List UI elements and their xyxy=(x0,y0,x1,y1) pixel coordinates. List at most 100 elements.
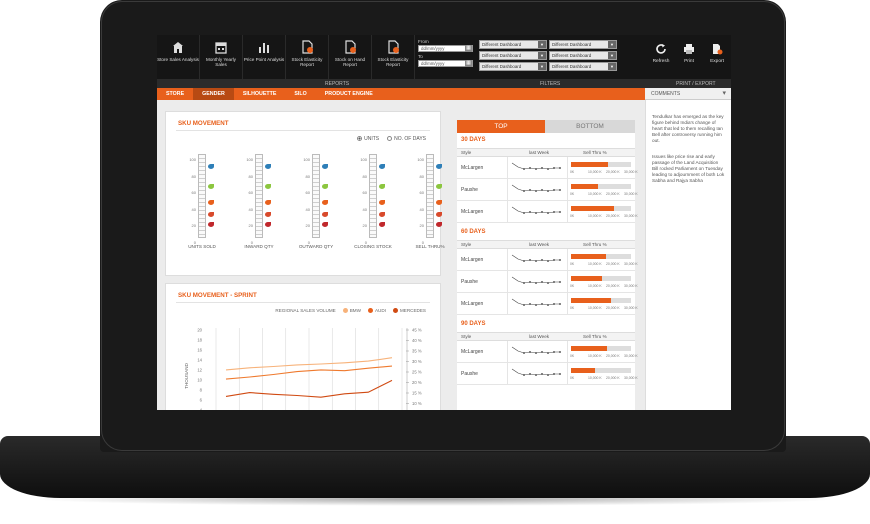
gauge-marker-icon[interactable] xyxy=(379,200,385,205)
gauge-marker-icon[interactable] xyxy=(379,184,385,189)
store-icon xyxy=(173,42,183,53)
table-row[interactable] xyxy=(457,201,635,223)
gauge-marker-icon[interactable] xyxy=(208,222,214,227)
table-row[interactable] xyxy=(457,341,635,363)
gauge-marker-icon[interactable] xyxy=(436,164,442,169)
sell-thru-tick: 10,000 K xyxy=(588,214,602,218)
stock-elasticity-report-button[interactable]: Stock Elasticity Report xyxy=(286,35,329,79)
gauge-marker-icon[interactable] xyxy=(208,212,214,217)
gauge-marker-icon[interactable] xyxy=(265,184,271,189)
gauge-marker-icon[interactable] xyxy=(436,212,442,217)
gauge-marker-icon[interactable] xyxy=(265,212,271,217)
gauge-marker-icon[interactable] xyxy=(208,164,214,169)
legend-item-audi: AUDI xyxy=(367,308,386,314)
sell-thru-tick: 20,000 K xyxy=(606,376,620,380)
gauge-marker-icon[interactable] xyxy=(436,222,442,227)
sell-thru-bar xyxy=(571,254,606,259)
y2-tick-label: 45 % xyxy=(412,328,422,333)
style-name: McLargen xyxy=(461,349,484,355)
y-tick-label: 10 xyxy=(197,378,202,383)
filter-column-2: Different Dashboard ▼ Different Dashboard… xyxy=(547,35,617,79)
tab-store[interactable]: STORE xyxy=(166,91,185,97)
sell-thru-tick: 30,000 K xyxy=(624,354,638,358)
legend-title: REGIONAL SALES VOLUME xyxy=(275,308,336,314)
table-row[interactable] xyxy=(457,179,635,201)
filter-dropdown[interactable]: Different Dashboard ▼ xyxy=(549,40,617,49)
to-label: To xyxy=(418,54,423,59)
sparkline-point xyxy=(559,373,561,375)
units-radio[interactable]: UNITS xyxy=(357,136,379,142)
monthly-yearly-sales-button[interactable]: Monthly Yearly Sales xyxy=(200,35,243,79)
reports-section-label: REPORTS xyxy=(325,81,350,87)
store-sales-analysis-button[interactable]: Store Sales Analysis xyxy=(157,35,200,79)
sparkline xyxy=(511,276,561,284)
print-button[interactable]: Print xyxy=(675,35,703,79)
gauge-marker-icon[interactable] xyxy=(379,164,385,169)
gauge-marker-icon[interactable] xyxy=(322,184,328,189)
sparkline-point xyxy=(547,168,549,170)
days-radio[interactable]: NO. OF DAYS xyxy=(387,136,426,142)
comments-header[interactable]: COMMENTS ▾ xyxy=(645,88,731,100)
table-row[interactable] xyxy=(457,157,635,179)
filter-dropdown[interactable]: Different Dashboard ▼ xyxy=(549,51,617,60)
table-row[interactable] xyxy=(457,363,635,385)
gauge-marker-icon[interactable] xyxy=(265,200,271,205)
group-title: 60 DAYS xyxy=(461,229,486,235)
sell-thru-tick: 10,000 K xyxy=(588,354,602,358)
sell-thru-bar xyxy=(571,184,598,189)
unit-toggle: UNITS NO. OF DAYS xyxy=(357,136,426,142)
gauge-marker-icon[interactable] xyxy=(208,200,214,205)
style-name: McLargen xyxy=(461,209,484,215)
filter-dropdown[interactable]: Different Dashboard ▼ xyxy=(549,62,617,71)
calendar-icon[interactable]: ▦ xyxy=(465,60,472,67)
refresh-button[interactable]: Refresh xyxy=(647,35,675,79)
sell-thru-tick: 10,000 K xyxy=(588,262,602,266)
comments-title: COMMENTS xyxy=(651,91,681,97)
tab-bottom[interactable]: BOTTOM xyxy=(545,120,635,133)
y-axis-label: THOUSAND xyxy=(184,362,189,388)
tab-top[interactable]: TOP xyxy=(457,120,545,133)
to-date-input[interactable]: dd/mm/yyyy ▦ xyxy=(418,60,473,67)
stock-elasticity-report-button-2[interactable]: Stock Elasticity Report xyxy=(372,35,415,79)
table-row[interactable] xyxy=(457,271,635,293)
tab-product-engine[interactable]: PRODUCT ENGINE xyxy=(324,91,373,97)
table-row[interactable] xyxy=(457,293,635,315)
export-button[interactable]: Export xyxy=(703,35,731,79)
from-date-input[interactable]: dd/mm/yyyy ▦ xyxy=(418,45,473,52)
gauge-marker-icon[interactable] xyxy=(265,164,271,169)
price-point-analysis-button[interactable]: Price Point Analysis xyxy=(243,35,286,79)
tab-silo[interactable]: SILO xyxy=(294,91,307,97)
tab-silhouette[interactable]: SILHOUETTE xyxy=(242,91,277,97)
gauge-marker-icon[interactable] xyxy=(322,200,328,205)
gauge-marker-icon[interactable] xyxy=(436,184,442,189)
gauge-marker-icon[interactable] xyxy=(208,184,214,189)
filter-dropdown[interactable]: Different Dashboard ▼ xyxy=(479,40,547,49)
sku-gauge: 100 80 60 40 20 0 SELL THRU% xyxy=(406,152,446,252)
sell-thru-tick: 30,000 K xyxy=(624,284,638,288)
gauge-marker-icon[interactable] xyxy=(265,222,271,227)
gauge-scale: 100 80 60 40 20 0 xyxy=(416,152,424,251)
sparkline-point xyxy=(529,189,531,191)
table-row[interactable] xyxy=(457,249,635,271)
col-style-header: Style xyxy=(461,242,472,247)
style-name: Paushe xyxy=(461,371,478,377)
sparkline xyxy=(511,184,561,192)
y2-tick-label: 25 % xyxy=(412,370,422,375)
tab-gender[interactable]: GENDER xyxy=(193,88,234,100)
button-label: Monthly Yearly Sales xyxy=(206,57,236,68)
filter-dropdown[interactable]: Different Dashboard ▼ xyxy=(479,62,547,71)
gauge-marker-icon[interactable] xyxy=(322,222,328,227)
chevron-down-icon[interactable]: ▾ xyxy=(722,90,726,97)
sell-thru-table: 30 DAYS Style last Week Sell Thru % McLargen… xyxy=(457,133,638,410)
gauge-marker-icon[interactable] xyxy=(436,200,442,205)
comment-item: Tendulkar has emerged as the key figure … xyxy=(652,114,724,143)
gauge-marker-icon[interactable] xyxy=(322,164,328,169)
gauge-marker-icon[interactable] xyxy=(379,212,385,217)
calendar-icon[interactable]: ▦ xyxy=(465,45,472,52)
filter-dropdown[interactable]: Different Dashboard ▼ xyxy=(479,51,547,60)
button-label: Store Sales Analysis xyxy=(157,57,199,62)
y-tick-label: 12 xyxy=(197,368,202,373)
gauge-marker-icon[interactable] xyxy=(379,222,385,227)
stock-on-hand-report-button[interactable]: Stock on Hand Report xyxy=(329,35,372,79)
gauge-marker-icon[interactable] xyxy=(322,212,328,217)
